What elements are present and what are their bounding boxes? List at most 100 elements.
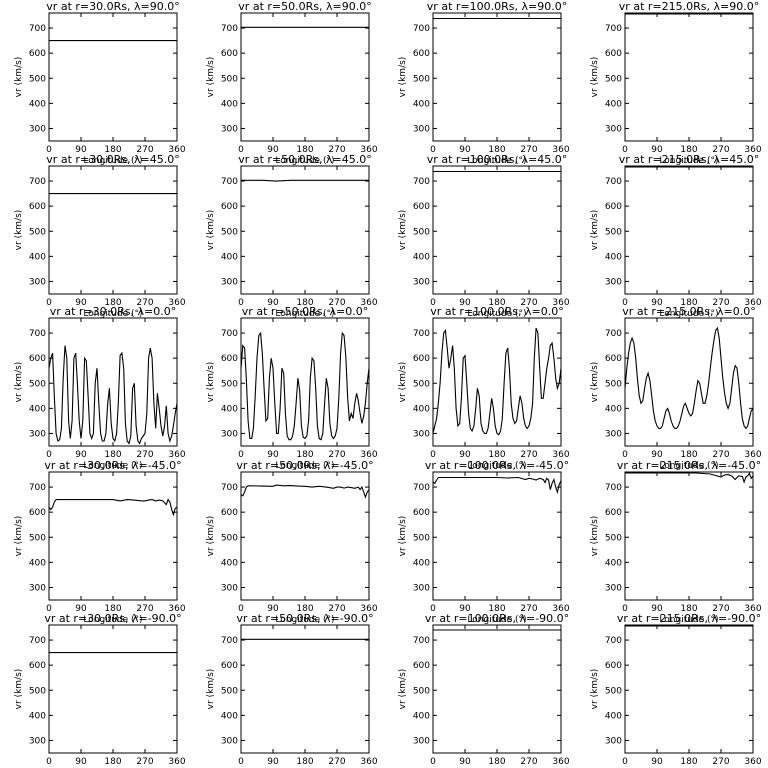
- y-tick-label: 500: [29, 686, 46, 696]
- y-tick-label: 300: [221, 583, 238, 593]
- x-tick-label: 180: [296, 298, 313, 308]
- x-tick-label: 270: [328, 298, 345, 308]
- x-tick-label: 270: [328, 450, 345, 460]
- x-tick-label: 180: [104, 757, 121, 767]
- x-tick-label: 0: [46, 757, 52, 767]
- y-tick-label: 400: [221, 404, 238, 414]
- y-tick-label: 400: [605, 558, 622, 568]
- y-tick-label: 300: [413, 124, 430, 134]
- y-tick-label: 500: [29, 533, 46, 543]
- y-tick-label: 300: [605, 736, 622, 746]
- y-tick-label: 600: [221, 49, 238, 59]
- y-tick-label: 700: [221, 177, 238, 187]
- plot-frame: [48, 471, 178, 601]
- plot-frame: [48, 12, 178, 142]
- panel: vr at r=30.0Rs, λ=-45.0° 0 90 180 270 360 300 4…: [14, 459, 186, 625]
- panel: vr at r=30.0Rs, λ=45.0° 0 90 180 270 360 300 40…: [14, 153, 186, 319]
- x-tick-label: 0: [238, 757, 244, 767]
- panel-title: vr at r=30.0Rs, λ=90.0°: [46, 0, 179, 13]
- x-tick-label: 0: [46, 145, 52, 155]
- y-tick-label: 400: [221, 558, 238, 568]
- x-tick-label: 90: [459, 757, 471, 767]
- plot-frame: [432, 12, 562, 142]
- y-tick-label: 600: [605, 49, 622, 59]
- y-tick-label: 300: [29, 124, 46, 134]
- panel: vr at r=100.0Rs, λ=-90.0° 0 90 180 270 360 300…: [398, 612, 570, 767]
- x-tick-label: 90: [75, 145, 87, 155]
- y-axis-label: vr (km/s): [398, 669, 408, 710]
- y-tick-label: 700: [413, 24, 430, 34]
- y-tick-label: 400: [29, 404, 46, 414]
- plot-frame: [624, 317, 754, 447]
- y-axis-label: vr (km/s): [206, 669, 216, 710]
- y-tick-label: 500: [29, 379, 46, 389]
- x-tick-label: 360: [552, 757, 569, 767]
- y-tick-label: 500: [413, 533, 430, 543]
- series-line: [48, 498, 178, 517]
- x-axis-label: Longitude (°): [83, 615, 142, 625]
- x-tick-label: 90: [267, 757, 279, 767]
- x-tick-label: 270: [520, 145, 537, 155]
- panel-title: vr at r=215.0Rs, λ=-90.0°: [617, 612, 761, 625]
- series-line: [240, 484, 370, 499]
- y-tick-label: 600: [29, 661, 46, 671]
- x-tick-label: 90: [651, 450, 663, 460]
- plot-frame: [240, 165, 370, 295]
- y-tick-label: 600: [413, 661, 430, 671]
- panel: vr at r=215.0Rs, λ=45.0° 0 90 180 270 360 300 4…: [590, 153, 762, 319]
- plot-frame: [48, 624, 178, 754]
- y-tick-label: 400: [413, 404, 430, 414]
- y-axis-label: vr (km/s): [14, 210, 24, 251]
- x-tick-label: 360: [744, 450, 761, 460]
- y-tick-label: 700: [413, 636, 430, 646]
- y-tick-label: 500: [221, 379, 238, 389]
- panel-title: vr at r=215.0Rs, λ=45.0°: [619, 153, 759, 166]
- x-tick-label: 360: [744, 298, 761, 308]
- x-axis-label: Longitude (°): [467, 461, 526, 471]
- x-tick-label: 0: [622, 604, 628, 614]
- x-tick-label: 270: [712, 145, 729, 155]
- y-tick-label: 600: [29, 49, 46, 59]
- y-axis-label: vr (km/s): [398, 210, 408, 251]
- x-tick-label: 360: [552, 450, 569, 460]
- plot-frame: [240, 471, 370, 601]
- x-tick-label: 90: [459, 604, 471, 614]
- y-tick-label: 700: [221, 24, 238, 34]
- panel: vr at r=100.0Rs, λ=90.0° 0 90 180 270 360 300 4…: [398, 0, 570, 166]
- y-tick-label: 300: [221, 429, 238, 439]
- x-tick-label: 270: [328, 604, 345, 614]
- y-axis-label: vr (km/s): [590, 210, 600, 251]
- x-tick-label: 0: [622, 145, 628, 155]
- y-tick-label: 600: [605, 354, 622, 364]
- y-tick-label: 700: [413, 483, 430, 493]
- y-tick-label: 400: [605, 252, 622, 262]
- x-tick-label: 270: [520, 298, 537, 308]
- y-tick-label: 300: [221, 124, 238, 134]
- y-tick-label: 600: [221, 202, 238, 212]
- y-axis-label: vr (km/s): [14, 516, 24, 557]
- x-tick-label: 270: [136, 604, 153, 614]
- y-tick-label: 500: [605, 74, 622, 84]
- y-tick-label: 700: [413, 177, 430, 187]
- x-tick-label: 180: [680, 145, 697, 155]
- y-tick-label: 400: [29, 558, 46, 568]
- panel-title: vr at r=50.0Rs, λ=-90.0°: [236, 612, 373, 625]
- x-tick-label: 270: [520, 604, 537, 614]
- x-tick-label: 90: [75, 298, 87, 308]
- y-tick-label: 700: [605, 636, 622, 646]
- x-tick-label: 180: [296, 757, 313, 767]
- x-tick-label: 180: [104, 298, 121, 308]
- x-tick-label: 180: [296, 450, 313, 460]
- panel-title: vr at r=50.0Rs, λ=0.0°: [242, 305, 368, 318]
- y-tick-label: 700: [29, 177, 46, 187]
- x-tick-label: 270: [136, 298, 153, 308]
- y-axis-label: vr (km/s): [14, 57, 24, 98]
- x-tick-label: 270: [520, 757, 537, 767]
- x-tick-label: 90: [267, 145, 279, 155]
- x-tick-label: 270: [712, 450, 729, 460]
- y-tick-label: 500: [221, 227, 238, 237]
- panel: vr at r=215.0Rs, λ=-45.0° 0 90 180 270 360 300…: [590, 459, 762, 625]
- panel: vr at r=50.0Rs, λ=-45.0° 0 90 180 270 360 300 4…: [206, 459, 378, 625]
- x-axis-label: Longitude (°): [275, 309, 334, 319]
- x-axis-label: Longitude (°): [275, 615, 334, 625]
